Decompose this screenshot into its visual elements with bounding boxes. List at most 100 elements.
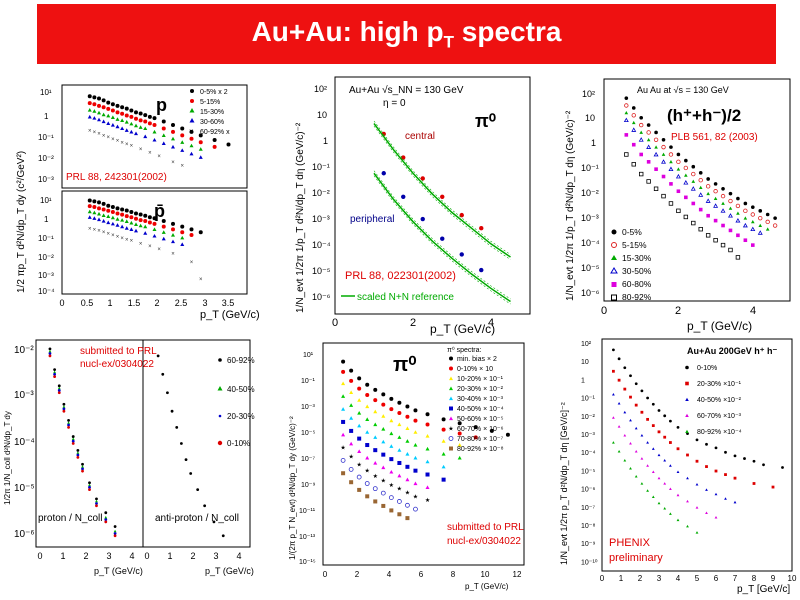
x-axis-label: p_T [GeV/c] (737, 584, 790, 595)
legend-marker (685, 381, 689, 386)
data-point (110, 205, 115, 210)
preliminary-label: preliminary (609, 552, 663, 564)
data-point (646, 160, 651, 164)
data-point (713, 182, 718, 186)
data-point (631, 120, 636, 125)
data-point (713, 218, 718, 223)
y-tick-label: 10⁻¹ (38, 133, 54, 142)
data-point (97, 211, 101, 216)
data-point (143, 126, 148, 131)
data-point (695, 459, 699, 463)
legend-label: 5-15% (200, 99, 220, 106)
data-point (713, 196, 718, 201)
data-point (110, 215, 115, 220)
data-point (653, 137, 659, 142)
data-point (657, 430, 661, 434)
data-point (654, 145, 658, 149)
legend-marker (449, 416, 453, 421)
data-point (95, 497, 98, 501)
data-point (724, 497, 727, 500)
legend-label: 80-92% (622, 292, 652, 302)
plot-area: ★★★★★★★★★★★ (340, 359, 510, 521)
data-point (389, 508, 394, 513)
data-point (728, 247, 733, 253)
data-point (705, 233, 711, 238)
x-tick-label: 4 (129, 551, 134, 561)
x-tick-label: 10 (481, 570, 490, 579)
y-tick-label: 10⁻² (38, 253, 54, 262)
data-point (138, 212, 143, 217)
data-point (634, 403, 638, 407)
data-point (676, 208, 681, 214)
data-point (381, 426, 386, 431)
data-point: × (106, 135, 110, 141)
y-tick-label: 10⁻¹ (581, 163, 599, 173)
data-point (101, 105, 106, 110)
data-point (661, 193, 666, 199)
data-point (57, 391, 61, 395)
x-tick-label: 0.5 (81, 298, 94, 308)
data-point: ★ (356, 461, 361, 468)
data-point (113, 529, 117, 533)
data-point (733, 454, 737, 458)
x-tick-label: 3 (106, 551, 111, 561)
x-axis-label: p_T (GeV/c) (430, 322, 495, 336)
x-tick-label: 10 (788, 574, 797, 583)
legend-label: 60-92% x (200, 129, 230, 136)
x-tick-label: 0 (323, 570, 328, 579)
data-point (624, 103, 629, 108)
y-tick-label: 10⁻⁴ (312, 240, 331, 250)
x-tick-label: 2 (410, 317, 416, 329)
x-axis-label: p_T (GeV/c) (465, 582, 509, 591)
data-point (612, 441, 615, 444)
legend-marker (190, 89, 194, 93)
data-point (425, 412, 430, 417)
y-tick-label: 10⁻⁴ (581, 450, 596, 457)
y-tick-label: 10⁻³ (14, 390, 34, 401)
data-point (705, 488, 708, 491)
data-point (143, 134, 148, 139)
data-point (639, 115, 643, 120)
y-tick-label: 10 (585, 113, 595, 123)
x-tick-label: 4 (488, 317, 494, 329)
data-point (349, 368, 354, 373)
plot-area (612, 348, 784, 534)
data-point (669, 419, 672, 423)
legend-marker (611, 255, 617, 260)
data-point (161, 119, 166, 124)
data-point (152, 221, 157, 226)
legend-label: 70-80% × 10⁻⁷ (457, 436, 504, 443)
legend-label: 10-20% × 10⁻¹ (457, 376, 504, 383)
data-point (129, 108, 134, 113)
data-point: × (139, 147, 143, 153)
data-point (124, 128, 129, 132)
x-tick-label: 0 (332, 317, 338, 329)
x-tick-label: 0 (59, 298, 64, 308)
data-point (440, 194, 445, 200)
data-point (373, 499, 378, 504)
data-point (661, 144, 666, 150)
data-point (397, 435, 402, 439)
data-point (341, 381, 346, 386)
legend-marker (189, 108, 195, 113)
data-point (156, 354, 160, 358)
data-point (683, 214, 689, 220)
data-point (743, 457, 746, 460)
collision-header: Au+Au √s_NN = 130 GeV (349, 84, 464, 96)
y-tick-label: 10¹ (40, 196, 52, 205)
legend-marker (449, 396, 453, 401)
data-point (381, 439, 386, 444)
data-point (373, 387, 378, 392)
data-point (405, 502, 410, 508)
y-tick-label: 10⁻⁶ (581, 487, 595, 494)
data-point (120, 207, 125, 212)
data-point (646, 130, 651, 135)
data-point (441, 464, 446, 469)
data-point (171, 233, 175, 237)
data-point (684, 158, 688, 163)
data-point (62, 407, 66, 411)
data-point (381, 414, 386, 418)
data-point (138, 118, 143, 123)
nn-reference-label: scaled N+N reference (357, 292, 454, 303)
x-tick-label: 9 (771, 574, 776, 583)
